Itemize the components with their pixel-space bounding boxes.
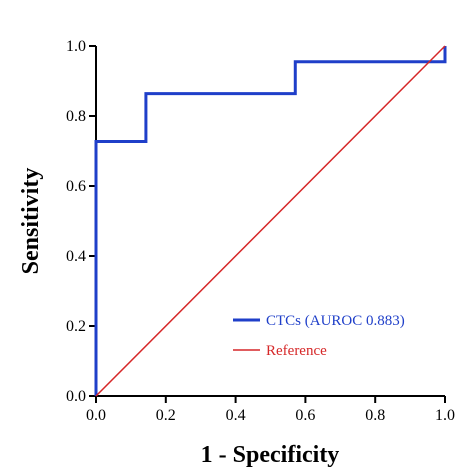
x-tick-label: 0.6 [295,407,315,424]
reference-line [95,45,446,397]
x-axis-title: 1 - Specificity [201,442,340,468]
series-group [94,45,447,397]
x-tick-label: 0.4 [226,407,246,424]
y-tick-label: 0.4 [66,248,86,265]
x-tick-label: 0.0 [86,407,106,424]
y-tick-label: 0.0 [66,388,86,405]
y-tick-label: 0.2 [66,318,86,335]
y-axis-title: Sensitivity [18,168,44,275]
x-tick-label: 0.2 [156,407,176,424]
y-tick-label: 1.0 [66,38,86,55]
x-tick-label: 0.8 [365,407,385,424]
legend-label-reference: Reference [266,343,327,359]
legend-label-ctcs: CTCs (AUROC 0.883) [266,313,405,329]
axes: 0.0 0.2 0.4 0.6 0.8 1.0 0.0 0.2 0.4 0.6 0.8 1.0 [66,38,455,424]
y-tick-label: 0.6 [66,178,86,195]
ctcs-roc-line [94,46,447,396]
legend: CTCs (AUROC 0.883) Reference [233,313,405,359]
x-tick-label: 1.0 [435,407,455,424]
y-tick-label: 0.8 [66,108,86,125]
